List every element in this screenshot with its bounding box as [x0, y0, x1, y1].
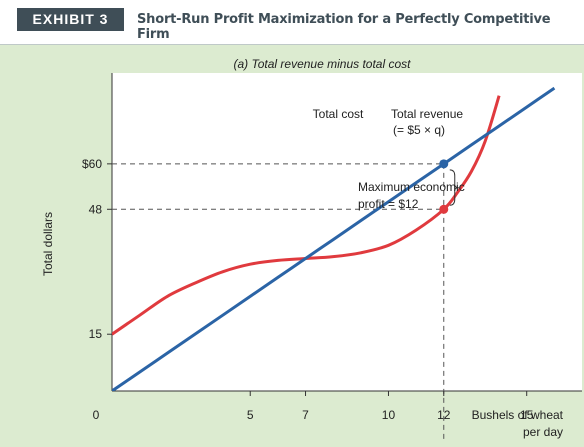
- highlight-point-total-cost: [439, 204, 449, 214]
- series-label-total-revenue-line2: (= $5 × q): [393, 123, 445, 137]
- y-tick-label-48: 48: [89, 202, 103, 216]
- exhibit-header: EXHIBIT 3 Short-Run Profit Maximization …: [0, 0, 584, 45]
- x-tick-label-15: 15: [520, 408, 534, 422]
- x-tick-label-0: 0: [93, 408, 100, 422]
- x-tick-label-12: 12: [437, 408, 451, 422]
- annotation-line1: Maximum economic: [358, 180, 465, 194]
- y-axis-label: Total dollars: [41, 212, 55, 276]
- series-label-total-revenue-line1: Total revenue: [391, 107, 463, 121]
- y-tick-label-15: 15: [89, 327, 103, 341]
- chart-title: (a) Total revenue minus total cost: [234, 57, 412, 71]
- series-label-total-cost: Total cost: [313, 107, 364, 121]
- x-axis-label-line2: per day: [523, 425, 563, 439]
- exhibit-label: EXHIBIT 3: [17, 8, 124, 31]
- y-tick-label-60: $60: [82, 157, 102, 171]
- highlight-point-total-revenue: [439, 159, 449, 169]
- series-line-total-revenue: [112, 86, 556, 391]
- series-line-total-cost: [112, 95, 501, 336]
- exhibit-title: Short-Run Profit Maximization for a Perf…: [137, 12, 551, 42]
- x-axis-label-line1: Bushels of wheat: [472, 408, 564, 422]
- x-tick-label-10: 10: [382, 408, 396, 422]
- annotation-line2: profit = $12: [358, 197, 419, 211]
- x-tick-label-5: 5: [247, 408, 254, 422]
- x-tick-label-7: 7: [302, 408, 309, 422]
